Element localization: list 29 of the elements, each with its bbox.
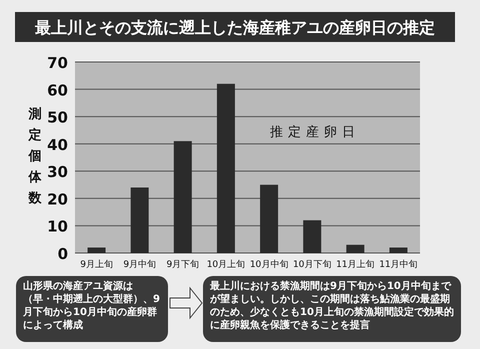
bar <box>260 184 278 253</box>
x-tick-label: 9月中旬 <box>123 259 156 270</box>
bar <box>389 248 408 253</box>
y-tick-label: 30 <box>47 163 68 182</box>
bar <box>174 141 192 253</box>
chart-title: 最上川とその支流に遡上した海産稚アユの産卵日の推定 <box>34 18 435 37</box>
bar <box>88 248 106 253</box>
y-tick-label: 40 <box>47 136 68 154</box>
x-tick-label: 10月中旬 <box>250 259 288 270</box>
bar <box>216 84 235 253</box>
text: 山形県の海産アユ資源は（早・中期遡上の大型群）、9月下旬から10月中旬の産卵群によって構成 <box>16 276 168 342</box>
annotation: 推定産卵日 <box>270 124 360 140</box>
x-tick-label: 9月上旬 <box>80 259 113 270</box>
y-tick-label: 50 <box>47 108 68 127</box>
y-tick-label: 20 <box>47 190 68 208</box>
x-tick-label: 10月上旬 <box>206 259 246 270</box>
y-tick-label: 60 <box>47 81 68 100</box>
bar <box>130 188 149 253</box>
x-tick-label: 10月下旬 <box>292 259 332 270</box>
bar <box>346 244 364 253</box>
y-tick-label: 0 <box>58 245 68 263</box>
y-tick-label: 10 <box>47 218 68 236</box>
y-tick-label: 70 <box>47 54 68 72</box>
y-axis-title: 測定個体数 <box>28 107 42 206</box>
x-tick-label: 11月上旬 <box>336 259 375 270</box>
x-tick-label: 9月下旬 <box>166 259 200 270</box>
bar <box>303 220 322 253</box>
x-tick-label: 11月中旬 <box>379 259 418 270</box>
text: 最上川における禁漁期間は9月下旬から10月中旬までが望ましい。しかし、この期間は落ち鮎漁業の最盛期のため、少なくとも10月上旬の禁漁期間設定で効果的に産卵親魚を保護できることを提言 <box>203 276 461 342</box>
